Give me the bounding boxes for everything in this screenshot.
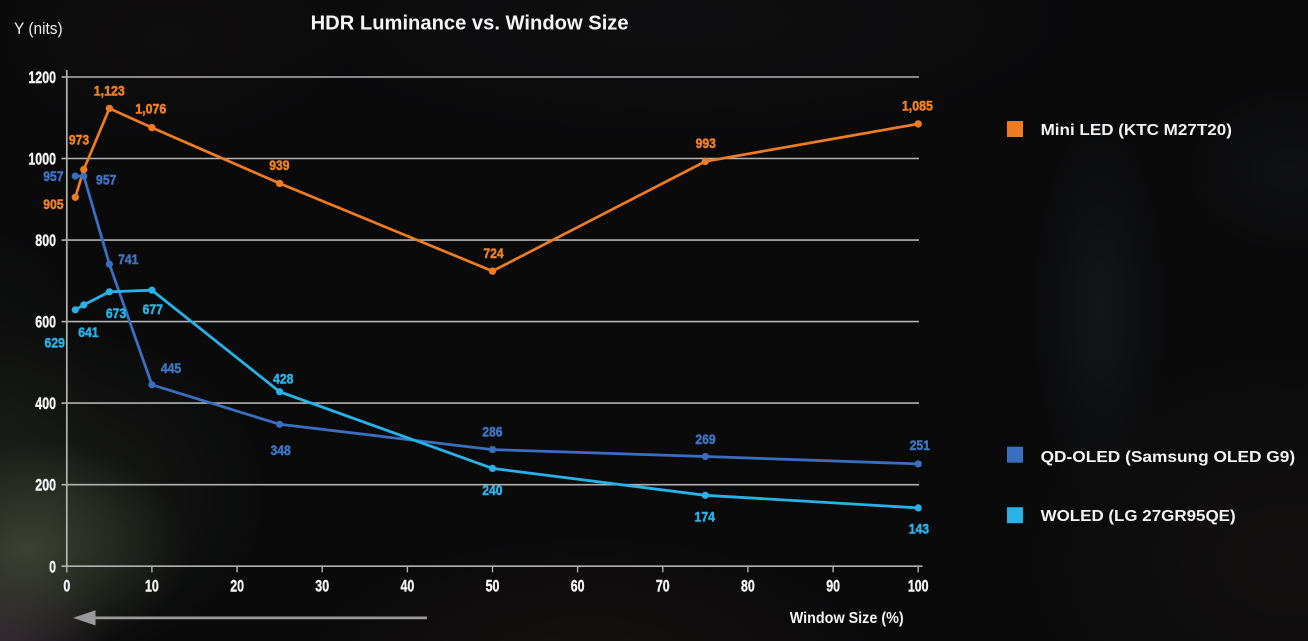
svg-text:400: 400 [35,395,56,413]
svg-text:60: 60 [571,578,585,596]
svg-text:741: 741 [118,251,138,267]
svg-text:HDR Luminance vs. Window Size: HDR Luminance vs. Window Size [311,12,629,35]
svg-text:70: 70 [656,578,670,596]
svg-text:90: 90 [826,578,840,596]
svg-text:1,123: 1,123 [94,82,125,98]
svg-text:40: 40 [401,578,415,596]
svg-text:100: 100 [908,578,929,596]
svg-text:80: 80 [741,578,755,596]
svg-text:800: 800 [35,232,56,250]
svg-text:286: 286 [482,424,502,440]
svg-text:445: 445 [161,360,181,376]
svg-text:269: 269 [695,431,715,447]
svg-text:957: 957 [96,172,116,188]
svg-text:20: 20 [230,578,244,596]
svg-text:QD-OLED (Samsung OLED G9): QD-OLED (Samsung OLED G9) [1041,449,1296,466]
svg-text:Y (nits): Y (nits) [14,19,63,38]
svg-text:428: 428 [273,371,293,387]
svg-text:1200: 1200 [28,69,56,87]
svg-text:905: 905 [43,196,63,212]
svg-text:200: 200 [35,477,56,495]
svg-text:677: 677 [143,301,163,317]
svg-text:Window Size (%): Window Size (%) [790,610,904,627]
svg-text:1000: 1000 [28,151,56,169]
svg-text:WOLED (LG 27GR95QE): WOLED (LG 27GR95QE) [1041,508,1236,525]
svg-text:939: 939 [269,157,289,173]
svg-text:240: 240 [482,482,502,498]
svg-text:143: 143 [909,521,929,537]
svg-text:673: 673 [106,305,126,321]
svg-text:0: 0 [63,578,70,596]
svg-text:30: 30 [315,578,329,596]
svg-text:1,076: 1,076 [135,101,166,117]
svg-text:641: 641 [78,324,98,340]
svg-text:348: 348 [270,442,290,458]
svg-text:174: 174 [695,508,715,524]
svg-text:50: 50 [486,578,500,596]
svg-text:1,085: 1,085 [902,97,933,113]
svg-text:600: 600 [35,314,56,332]
svg-text:957: 957 [43,168,63,184]
svg-text:973: 973 [69,131,89,147]
svg-text:724: 724 [483,245,503,261]
svg-text:Mini LED (KTC M27T20): Mini LED (KTC M27T20) [1041,122,1232,139]
svg-text:629: 629 [45,335,65,351]
svg-text:0: 0 [49,558,56,576]
svg-text:10: 10 [145,578,159,596]
svg-text:251: 251 [910,437,930,453]
svg-text:993: 993 [696,135,716,151]
